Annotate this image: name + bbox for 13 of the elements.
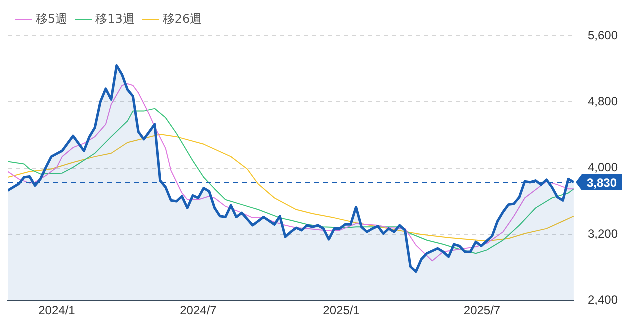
y-tick-label: 4,800	[588, 94, 618, 109]
legend-label: 移13週	[96, 12, 135, 26]
y-tick-label: 3,200	[588, 226, 618, 241]
x-tick-label: 2024/7	[180, 303, 218, 318]
legend-label: 移5週	[36, 12, 68, 26]
x-tick-label: 2025/1	[323, 303, 360, 318]
x-tick-label: 2024/1	[38, 303, 76, 318]
legend-label: 移26週	[162, 12, 202, 26]
y-tick-label: 5,600	[588, 28, 618, 42]
y-tick-label: 2,400	[588, 293, 618, 308]
ref-line-label: 3,830	[586, 176, 618, 190]
x-tick-label: 2025/7	[464, 303, 501, 318]
y-tick-label: 4,000	[588, 160, 618, 175]
